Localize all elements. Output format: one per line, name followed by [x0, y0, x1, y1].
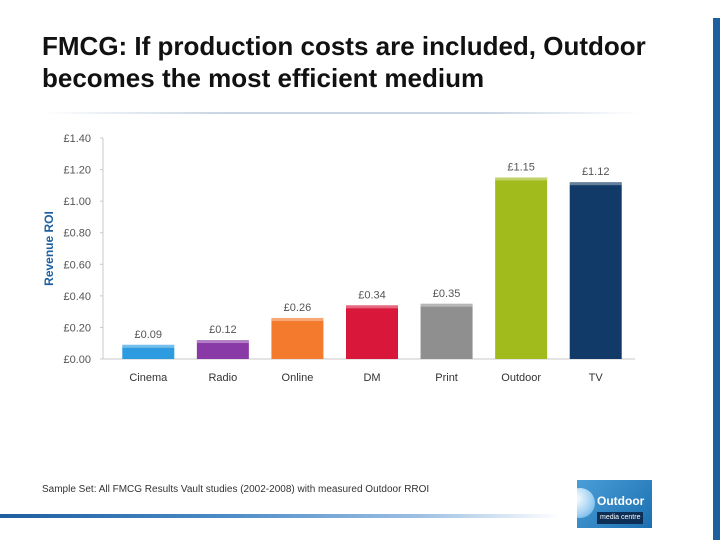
y-tick-label: £0.80: [63, 228, 91, 240]
y-tick-label: £1.40: [63, 133, 91, 145]
data-label-outdoor: £1.15: [507, 161, 535, 173]
x-tick-label-cinema: Cinema: [129, 372, 168, 384]
right-accent-bar: [713, 0, 720, 540]
bar-highlight-tv: [569, 182, 622, 186]
bar-highlight-print: [420, 303, 473, 307]
data-label-dm: £0.34: [358, 289, 386, 301]
bar-highlight-cinema: [122, 344, 175, 348]
data-label-online: £0.26: [284, 302, 312, 314]
bar-highlight-radio: [196, 340, 249, 344]
outdoor-media-centre-logo: Outdoor media centre: [577, 480, 652, 528]
y-axis-title: Revenue ROI: [42, 211, 56, 286]
right-accent-gap: [713, 0, 720, 18]
y-tick-label: £0.00: [63, 354, 91, 366]
bar-dm: [346, 305, 398, 359]
y-tick-label: £0.20: [63, 322, 91, 334]
bar-highlight-dm: [346, 305, 398, 309]
logo-subtitle: media centre: [597, 512, 644, 524]
y-tick-label: £0.40: [63, 291, 91, 303]
revenue-roi-bar-chart: £0.00 £0.20 £0.40 £0.60 £0.80 £1.00 £1.20 £1.40…: [42, 133, 635, 384]
x-tick-label-online: Online: [282, 372, 314, 384]
globe-icon: [577, 488, 595, 518]
bar-cinema: [122, 344, 175, 359]
x-tick-label-outdoor: Outdoor: [501, 372, 541, 384]
bar-radio: [196, 340, 249, 359]
slide-title: FMCG: If production costs are included, …: [42, 31, 646, 93]
bottom-divider: [0, 514, 560, 518]
x-tick-label-tv: TV: [589, 372, 604, 384]
data-label-cinema: £0.09: [135, 329, 163, 341]
x-tick-label-radio: Radio: [208, 372, 237, 384]
logo-name: Outdoor: [597, 494, 645, 508]
bar-print: [420, 303, 473, 359]
bar-highlight-outdoor: [495, 177, 548, 181]
x-tick-label-print: Print: [435, 372, 458, 384]
data-label-print: £0.35: [433, 288, 461, 300]
bar-tv: [569, 182, 622, 359]
y-tick-label: £0.60: [63, 259, 91, 271]
sample-footnote: Sample Set: All FMCG Results Vault studi…: [42, 484, 430, 495]
bar-outdoor: [495, 177, 548, 359]
data-label-tv: £1.12: [582, 166, 610, 178]
x-tick-label-dm: DM: [363, 372, 380, 384]
bar-highlight-online: [271, 317, 324, 321]
y-tick-label: £1.20: [63, 165, 91, 177]
y-tick-label: £1.00: [63, 196, 91, 208]
title-divider: [40, 112, 640, 114]
bar-online: [271, 317, 324, 359]
data-label-radio: £0.12: [209, 324, 237, 336]
